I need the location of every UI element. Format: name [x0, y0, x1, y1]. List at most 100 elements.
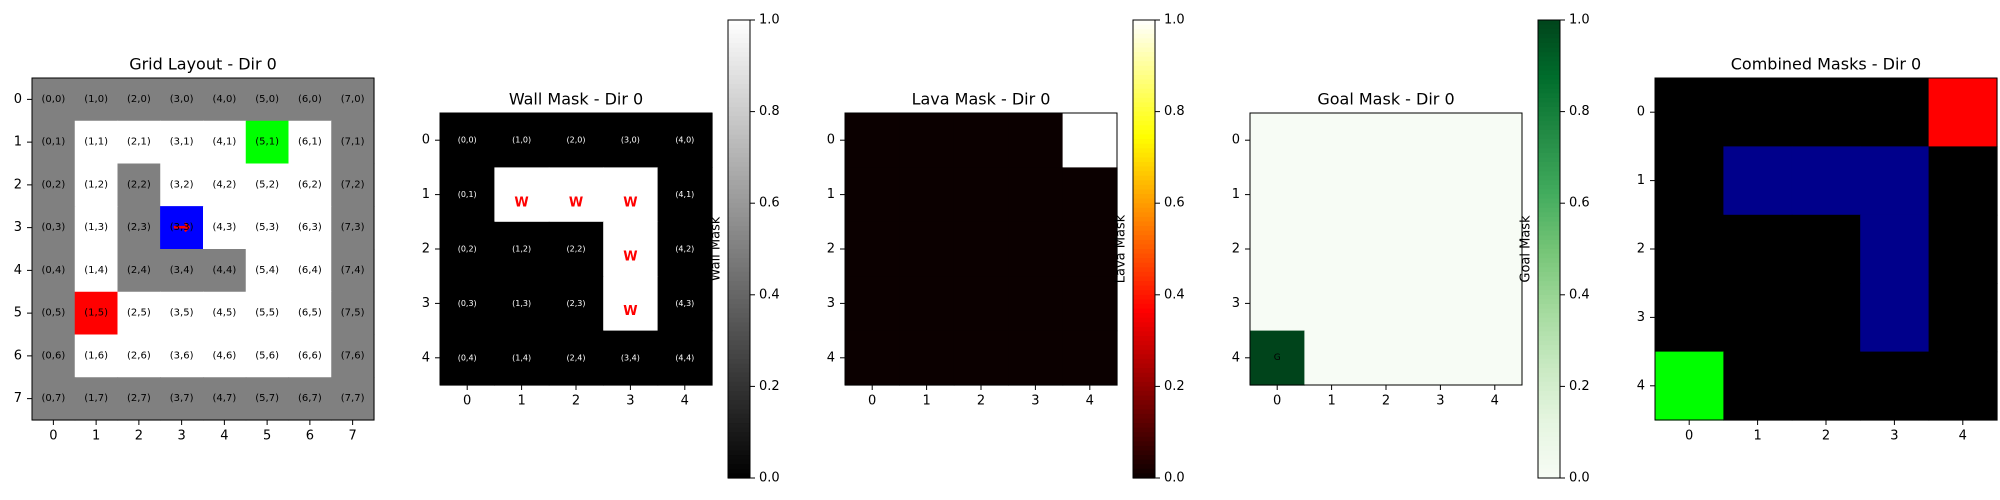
colorbar-segment: [728, 445, 750, 452]
heatmap-cell-2-3-0: [1008, 113, 1064, 168]
cell-label: (0,2): [42, 179, 66, 190]
colorbar-segment: [1538, 358, 1560, 365]
heatmap-cell-1-3-2: [603, 221, 659, 277]
cell-label: G: [1274, 353, 1281, 363]
colorbar-segment: [1538, 194, 1560, 200]
colorbar-segment: [1133, 52, 1155, 58]
cell-label: (5,2): [255, 179, 279, 190]
colorbar-segment: [1133, 230, 1155, 236]
heatmap-cell-2-4-4: [1062, 330, 1118, 386]
colorbar-label: Goal Mask: [1519, 215, 1534, 283]
heatmap-cell-4-4-0: [1928, 78, 1998, 147]
colorbar-segment: [1538, 294, 1560, 300]
heatmap-cell-0-0-3: [32, 206, 76, 250]
colorbar-segment: [1538, 33, 1560, 39]
cell-label: (6,0): [298, 94, 322, 105]
colorbar-label: Wall Mask: [709, 216, 724, 281]
heatmap-cell-2-0-4: [845, 330, 900, 386]
colorbar-segment: [1538, 459, 1560, 465]
heatmap-cell-0-3-2: [160, 163, 204, 207]
colorbar-segment: [1538, 230, 1560, 236]
cell-label: (2,7): [127, 393, 151, 404]
y-tick-label: 4: [827, 350, 835, 365]
colorbar-segment: [1133, 235, 1155, 241]
cell-label: (7,2): [341, 179, 365, 190]
y-tick-label: 1: [1637, 173, 1645, 188]
colorbar-segment: [728, 441, 750, 447]
colorbar-segment: [1133, 212, 1155, 218]
heatmap-cell-0-4-2: [203, 163, 247, 207]
heatmap-cell-0-7-1: [331, 120, 375, 165]
cell-label: (0,4): [458, 353, 477, 362]
colorbar-segment: [1538, 468, 1560, 475]
colorbar-segment: [1133, 395, 1155, 401]
colorbar-segment: [728, 377, 750, 383]
heatmap-cell-0-6-1: [288, 120, 332, 165]
colorbar-segment: [728, 56, 750, 62]
colorbar-segment: [1538, 212, 1560, 218]
heatmap-cell-2-1-4: [899, 330, 955, 386]
colorbar-segment: [728, 322, 750, 328]
colorbar-tick-label: 0.8: [1569, 104, 1590, 119]
cell-label: (3,6): [170, 350, 194, 361]
y-tick-label: 1: [422, 187, 430, 202]
colorbar-segment: [1133, 148, 1155, 154]
colorbar-segment: [1133, 93, 1155, 99]
colorbar-segment: [728, 313, 750, 319]
cell-label: W: [623, 250, 637, 265]
colorbar-segment: [728, 38, 750, 44]
chart-title: Goal Mask - Dir 0: [1317, 90, 1454, 109]
colorbar-segment: [1538, 326, 1560, 333]
colorbar-segment: [1538, 102, 1560, 108]
x-tick-label: 1: [517, 394, 525, 409]
cell-label: (6,4): [298, 265, 322, 276]
colorbar-segment: [1538, 271, 1560, 278]
colorbar-segment: [1133, 326, 1155, 333]
colorbar-segment: [1538, 308, 1560, 314]
colorbar-segment: [728, 230, 750, 236]
cell-label: (2,6): [127, 350, 151, 361]
heatmap-cell-2-0-0: [845, 113, 900, 168]
cell-label: (1,1): [84, 137, 108, 148]
colorbar-segment: [1133, 253, 1155, 259]
heatmap-cell-1-4-0: [657, 113, 713, 168]
heatmap-cell-0-5-5: [245, 291, 290, 336]
heatmap-cell-4-3-2: [1860, 214, 1930, 284]
heatmap-cell-0-2-6: [117, 334, 161, 378]
heatmap-cell-0-2-0: [117, 78, 161, 122]
cell-label: (2,2): [127, 179, 151, 190]
colorbar-segment: [1133, 97, 1155, 104]
cell-label: (1,7): [84, 393, 108, 404]
heatmap-cell-1-0-1: [440, 167, 495, 223]
y-tick-label: 0: [1232, 133, 1240, 148]
colorbar-segment: [1538, 61, 1560, 67]
colorbar-segment: [1538, 317, 1560, 323]
y-tick-label: 1: [1232, 187, 1240, 202]
x-tick-label: 1: [922, 394, 930, 409]
heatmap-cell-3-4-2: [1467, 221, 1523, 277]
colorbar-segment: [1133, 368, 1155, 374]
colorbar-segment: [1538, 125, 1560, 131]
colorbar-segment: [728, 281, 750, 287]
cell-label: (3,3): [170, 222, 194, 233]
heatmap-cell-4-3-3: [1860, 283, 1930, 353]
heatmap-cell-2-2-0: [953, 113, 1009, 168]
colorbar-tick-label: 0.0: [1164, 471, 1185, 486]
colorbar-segment: [1133, 386, 1155, 392]
cell-label: (1,6): [84, 350, 108, 361]
heatmap-cell-0-5-1: [245, 120, 290, 165]
colorbar-tick-label: 1.0: [759, 13, 780, 28]
colorbar-segment: [1538, 464, 1560, 470]
heatmap-cell-0-3-0: [160, 78, 204, 122]
heatmap-cell-1-0-4: [440, 330, 495, 386]
heatmap-cell-4-3-1: [1860, 146, 1930, 216]
colorbar-segment: [1538, 166, 1560, 172]
colorbar-tick-label: 0.6: [1569, 196, 1590, 211]
colorbar-segment: [1133, 47, 1155, 53]
colorbar-segment: [728, 358, 750, 365]
colorbar-segment: [1538, 42, 1560, 49]
heatmap-cell-3-3-2: [1413, 221, 1469, 277]
colorbar-segment: [1133, 65, 1155, 71]
colorbar-segment: [728, 326, 750, 333]
colorbar-segment: [728, 88, 750, 94]
